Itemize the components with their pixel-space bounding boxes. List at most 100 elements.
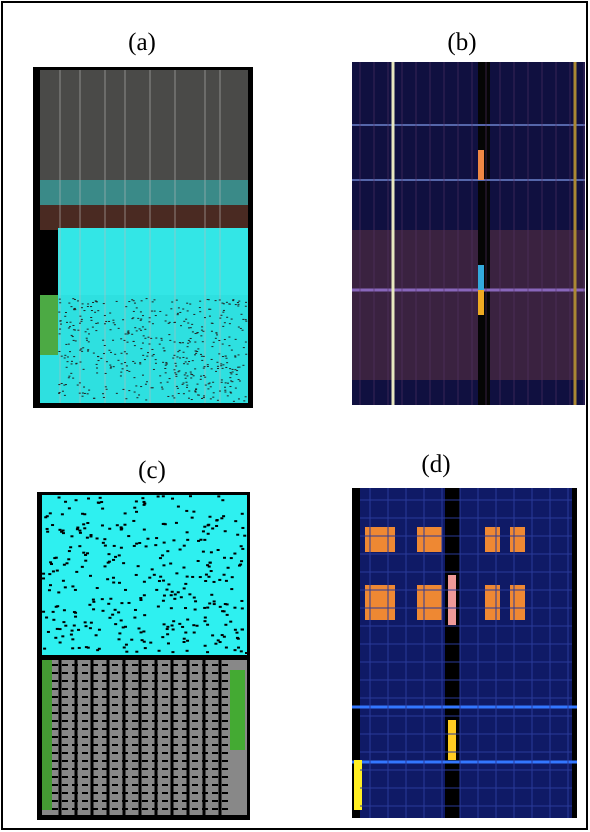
texture (201, 397, 204, 399)
texture (121, 368, 124, 370)
texture (226, 382, 229, 384)
texture (207, 565, 211, 568)
texture (245, 353, 248, 355)
texture (241, 526, 245, 529)
texture (131, 318, 134, 320)
panel-label: (d) (421, 451, 450, 478)
texture (174, 521, 178, 524)
texture (163, 523, 167, 526)
texture (63, 384, 66, 386)
texture (117, 554, 121, 557)
texture (53, 557, 57, 560)
texture (237, 354, 240, 356)
texture (211, 527, 215, 530)
texture (209, 551, 213, 554)
texture (64, 624, 68, 627)
texture (45, 515, 49, 518)
texture (50, 563, 54, 566)
texture (121, 626, 125, 629)
texture (232, 299, 235, 301)
texture (197, 539, 201, 542)
texture (209, 308, 212, 310)
texture (107, 553, 111, 556)
texture (204, 573, 208, 576)
texture (142, 354, 145, 356)
texture (84, 625, 88, 628)
texture (224, 389, 227, 391)
texture (117, 359, 120, 361)
texture (151, 348, 154, 350)
texture (224, 386, 227, 388)
texture (134, 500, 138, 503)
texture (151, 355, 154, 357)
texture (190, 373, 193, 375)
texture (224, 646, 228, 649)
texture (199, 353, 202, 355)
texture (218, 340, 221, 342)
texture (165, 314, 168, 316)
texture (189, 371, 192, 373)
texture (217, 495, 221, 498)
texture (226, 566, 230, 569)
texture (75, 528, 79, 531)
texture (209, 398, 212, 400)
texture (162, 347, 165, 349)
texture (142, 335, 145, 337)
texture (171, 395, 174, 397)
texture (71, 336, 74, 338)
texture (84, 331, 87, 333)
texture (81, 350, 84, 352)
texture (221, 356, 224, 358)
texture (164, 320, 167, 322)
texture (176, 312, 179, 314)
texture (192, 624, 196, 627)
texture (112, 366, 115, 368)
texture (58, 333, 61, 335)
texture (139, 631, 143, 634)
texture (108, 320, 111, 322)
texture (185, 381, 188, 383)
texture (234, 369, 237, 371)
texture (210, 358, 213, 360)
texture (220, 381, 223, 383)
texture (193, 608, 197, 611)
texture (203, 395, 206, 397)
texture (58, 392, 61, 394)
texture (206, 564, 210, 567)
texture (51, 610, 55, 613)
texture (135, 330, 138, 332)
texture (71, 638, 75, 641)
texture (233, 552, 237, 555)
texture (96, 649, 100, 652)
texture (59, 328, 62, 330)
texture (102, 396, 105, 398)
texture (88, 389, 91, 391)
texture (82, 523, 86, 526)
texture (124, 643, 128, 646)
texture (47, 589, 51, 592)
texture (218, 299, 221, 301)
texture (97, 501, 101, 504)
texture (68, 302, 71, 304)
texture (86, 328, 89, 330)
texture (65, 562, 69, 565)
texture (222, 610, 226, 613)
texture (206, 365, 209, 367)
texture (185, 531, 189, 534)
texture (71, 647, 75, 650)
texture (150, 568, 154, 571)
texture (235, 631, 239, 634)
texture (166, 642, 170, 645)
texture (169, 594, 173, 597)
texture (220, 517, 224, 520)
texture (222, 364, 225, 366)
texture (155, 337, 158, 339)
texture (223, 339, 226, 341)
texture (160, 339, 163, 341)
texture (117, 327, 120, 329)
texture (199, 378, 202, 380)
texture (239, 650, 243, 653)
texture (54, 605, 58, 608)
texture (114, 353, 117, 355)
texture (212, 600, 216, 603)
